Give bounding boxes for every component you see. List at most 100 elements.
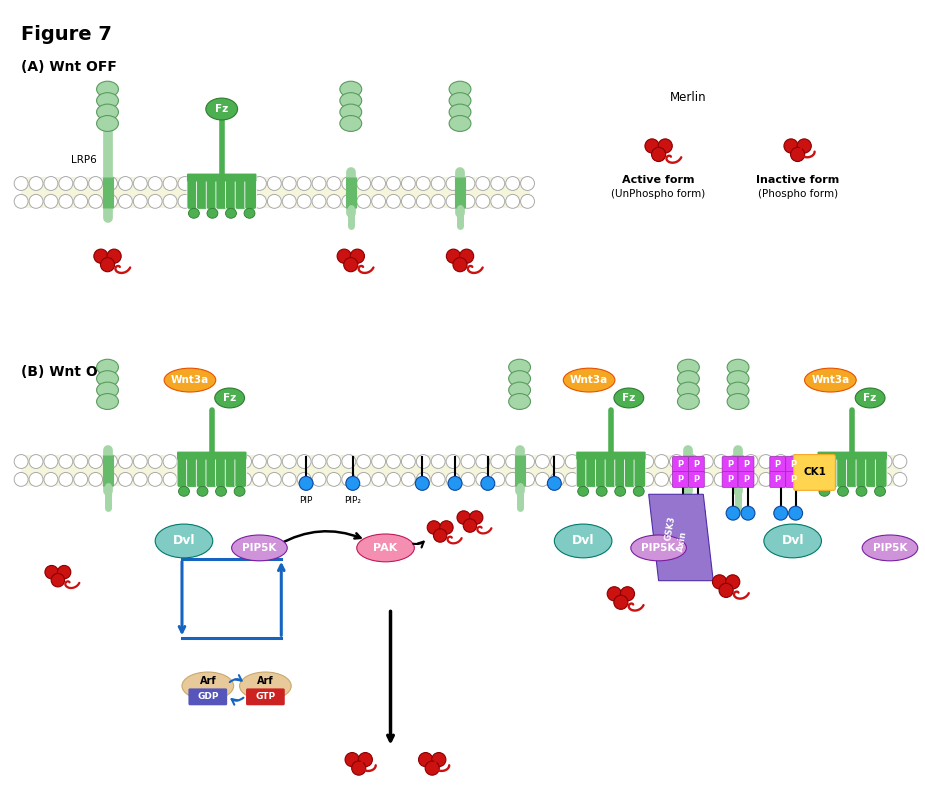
Circle shape [457, 510, 471, 524]
Circle shape [104, 473, 117, 486]
Text: P: P [727, 475, 734, 484]
Circle shape [148, 454, 162, 469]
Circle shape [645, 139, 660, 153]
Circle shape [253, 194, 266, 208]
Text: Wnt3a: Wnt3a [570, 375, 609, 385]
Circle shape [580, 473, 594, 486]
Text: PIP₂: PIP₂ [344, 496, 362, 505]
Text: GDP: GDP [197, 693, 218, 701]
Circle shape [357, 177, 371, 190]
Circle shape [148, 473, 162, 486]
FancyBboxPatch shape [576, 454, 587, 488]
Circle shape [101, 257, 115, 271]
Circle shape [506, 454, 520, 469]
FancyBboxPatch shape [722, 472, 738, 488]
FancyBboxPatch shape [197, 176, 208, 209]
Ellipse shape [764, 524, 821, 558]
Circle shape [640, 473, 654, 486]
Text: GSK3: GSK3 [664, 515, 677, 541]
Circle shape [712, 575, 727, 589]
Circle shape [387, 194, 401, 208]
Circle shape [223, 177, 237, 190]
Circle shape [253, 473, 266, 486]
FancyBboxPatch shape [672, 472, 688, 488]
Circle shape [774, 473, 788, 486]
FancyBboxPatch shape [235, 176, 247, 209]
Circle shape [238, 454, 252, 469]
FancyBboxPatch shape [226, 176, 237, 209]
Circle shape [625, 454, 639, 469]
Circle shape [621, 587, 635, 601]
Circle shape [595, 454, 609, 469]
Circle shape [344, 257, 358, 271]
Text: (UnPhospho form): (UnPhospho form) [611, 189, 706, 200]
Circle shape [327, 194, 341, 208]
Circle shape [89, 177, 103, 190]
Circle shape [29, 473, 43, 486]
Text: (Phospho form): (Phospho form) [758, 189, 838, 200]
Ellipse shape [450, 92, 471, 109]
Circle shape [418, 753, 433, 767]
FancyBboxPatch shape [688, 472, 704, 488]
Circle shape [463, 519, 476, 533]
Circle shape [118, 177, 132, 190]
Circle shape [797, 139, 811, 153]
Text: Fz: Fz [863, 393, 877, 403]
Circle shape [401, 454, 415, 469]
Circle shape [614, 595, 628, 609]
Ellipse shape [450, 104, 471, 120]
FancyBboxPatch shape [586, 454, 598, 488]
Circle shape [57, 566, 71, 579]
Circle shape [725, 575, 740, 589]
Circle shape [726, 507, 740, 520]
Circle shape [74, 194, 88, 208]
Circle shape [372, 473, 386, 486]
Circle shape [741, 507, 755, 520]
Ellipse shape [727, 371, 749, 387]
Circle shape [148, 177, 162, 190]
Circle shape [548, 477, 561, 490]
FancyBboxPatch shape [794, 454, 835, 490]
Circle shape [193, 194, 207, 208]
Circle shape [461, 194, 475, 208]
Circle shape [506, 194, 520, 208]
Circle shape [610, 473, 623, 486]
Circle shape [431, 177, 445, 190]
Circle shape [431, 454, 445, 469]
Circle shape [297, 177, 311, 190]
Circle shape [387, 454, 401, 469]
Circle shape [193, 177, 207, 190]
Ellipse shape [244, 208, 255, 219]
Circle shape [29, 194, 43, 208]
Circle shape [297, 454, 311, 469]
Circle shape [337, 249, 352, 264]
Circle shape [118, 454, 132, 469]
Text: P: P [727, 460, 734, 469]
Ellipse shape [207, 208, 218, 219]
Circle shape [312, 473, 326, 486]
Ellipse shape [339, 81, 362, 97]
Circle shape [104, 454, 117, 469]
Circle shape [791, 148, 805, 162]
Circle shape [684, 473, 698, 486]
Circle shape [659, 139, 672, 153]
Ellipse shape [614, 388, 644, 408]
Ellipse shape [215, 388, 244, 408]
Circle shape [521, 194, 535, 208]
Circle shape [506, 177, 520, 190]
Circle shape [282, 473, 296, 486]
Text: Merlin: Merlin [670, 91, 707, 103]
Circle shape [521, 473, 535, 486]
FancyBboxPatch shape [624, 454, 636, 488]
Circle shape [416, 454, 430, 469]
Circle shape [427, 521, 440, 534]
Circle shape [536, 473, 549, 486]
FancyBboxPatch shape [688, 457, 704, 473]
Circle shape [14, 454, 28, 469]
Circle shape [714, 454, 728, 469]
Ellipse shape [96, 104, 118, 120]
Circle shape [282, 454, 296, 469]
Circle shape [774, 454, 788, 469]
Circle shape [475, 454, 490, 469]
Ellipse shape [677, 359, 699, 375]
